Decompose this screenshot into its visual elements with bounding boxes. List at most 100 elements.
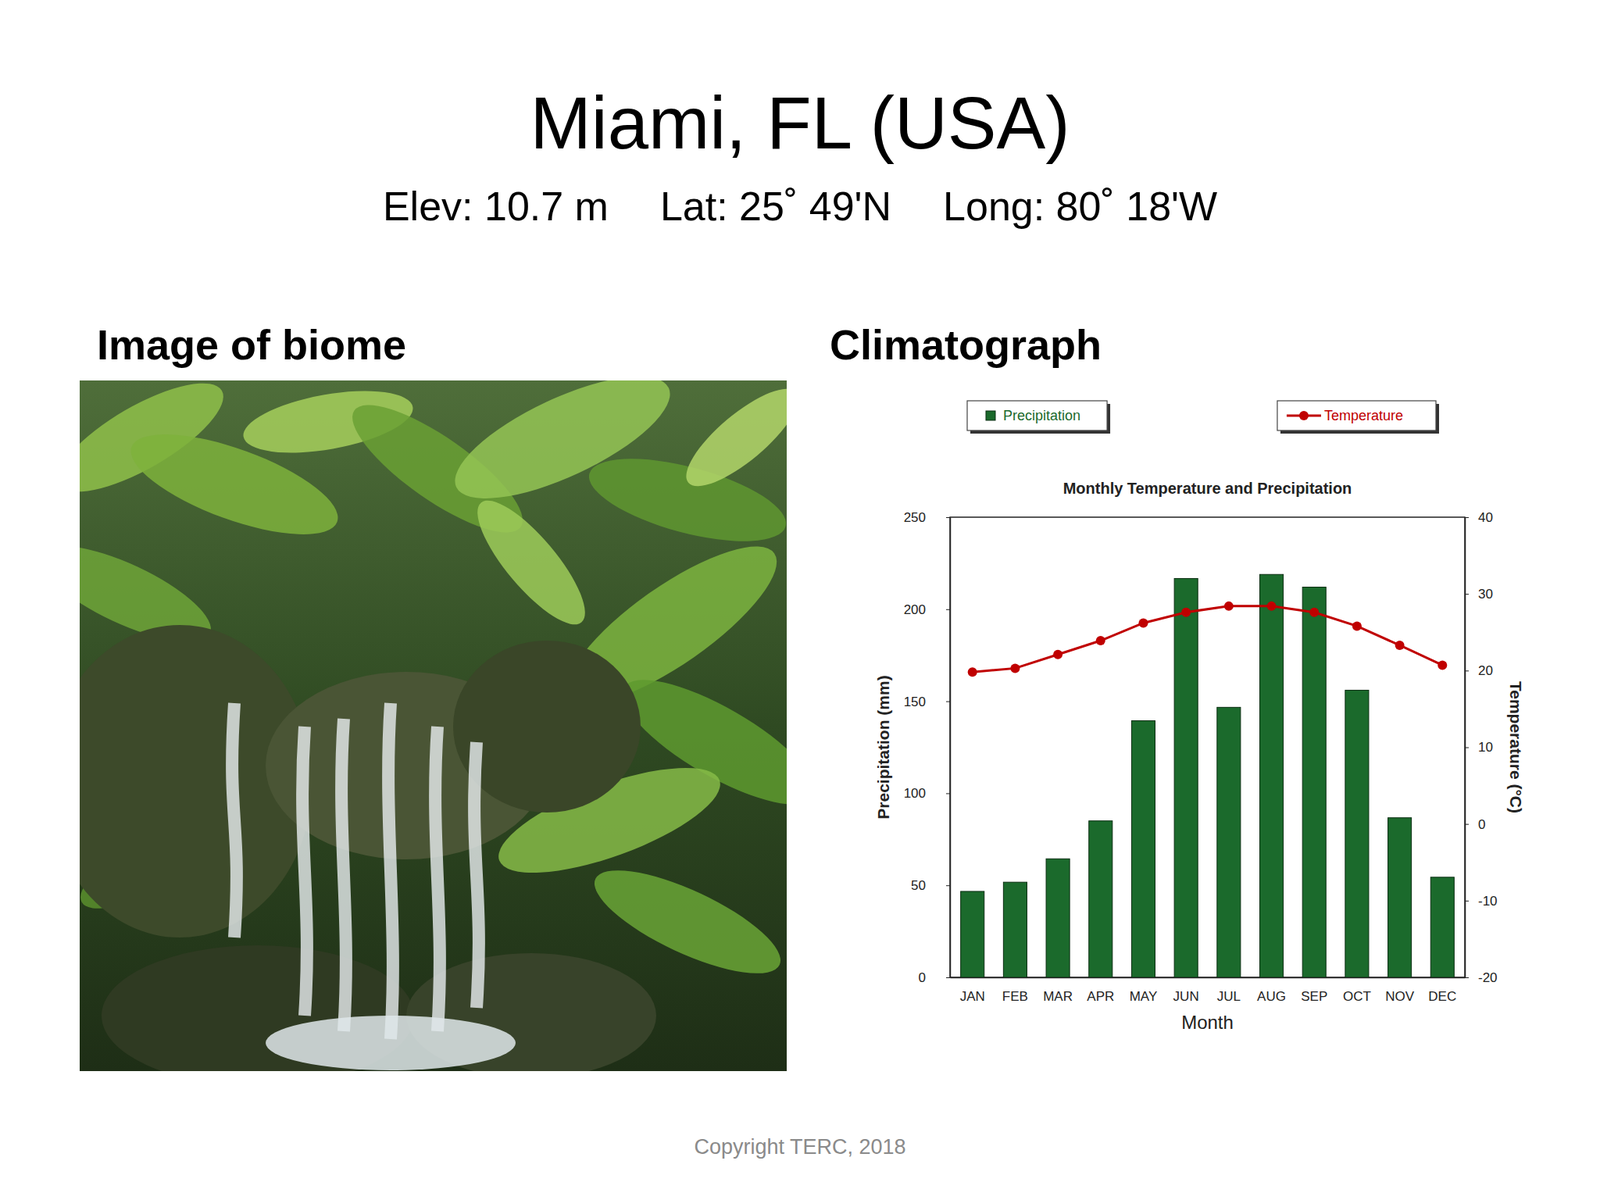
tick: -20 (1464, 970, 1498, 986)
tick: 150 (903, 694, 950, 710)
line-series (967, 601, 1448, 677)
marker (1010, 663, 1020, 673)
tick-label: AUG (1257, 989, 1286, 1004)
tick: JAN (960, 977, 986, 1004)
tick: MAY (1129, 977, 1158, 1004)
tick-label: SEP (1300, 989, 1328, 1004)
tick: MAR (1042, 977, 1073, 1004)
footer: Copyright TERC, 2018 (693, 1135, 906, 1159)
bar (1046, 858, 1070, 978)
legend-label: Precipitation (1003, 407, 1081, 424)
marker (1267, 601, 1277, 611)
tick: 30 (1464, 586, 1493, 602)
bar (1131, 721, 1155, 978)
chart-title: Monthly Temperature and Precipitation (1063, 479, 1353, 497)
tick: JUN (1173, 977, 1200, 1004)
tick-mark (1464, 977, 1469, 979)
tick-label: 40 (1478, 510, 1493, 525)
legend-label: Temperature (1324, 407, 1404, 424)
legend: Precipitation Temperature (967, 400, 1440, 434)
tick: 0 (918, 970, 950, 986)
tick-mark (946, 609, 950, 611)
tick-mark (946, 701, 950, 703)
tick: 100 (903, 785, 950, 801)
tick-mark (1464, 824, 1469, 825)
legend-symbol (985, 410, 996, 421)
subtitle-part: Elev: 10.7 m (382, 183, 609, 229)
tick-label: 0 (1478, 817, 1486, 833)
tick-label: 50 (910, 878, 926, 893)
tick: APR (1086, 977, 1115, 1004)
biome-image (79, 380, 787, 1072)
tick: FEB (1002, 977, 1029, 1004)
tick: DEC (1428, 977, 1457, 1004)
tick: NOV (1385, 977, 1415, 1004)
slide: Miami, FL (USA)Elev: 10.7 mLat: 25˚ 49'N… (0, 0, 1600, 1200)
tick-mark (946, 977, 950, 979)
tick-label: 250 (903, 510, 926, 525)
tick-mark (946, 517, 950, 518)
tick-mark (1464, 670, 1469, 672)
x-axis-title: Month (1181, 1011, 1234, 1033)
marker (1224, 601, 1234, 611)
tick-label: 150 (903, 694, 926, 710)
bar (1259, 574, 1283, 978)
axis-line (950, 517, 952, 979)
bar (1388, 817, 1412, 978)
chart-heading: Climatograph (829, 321, 1102, 368)
tick-label: 20 (1478, 663, 1493, 679)
bar (1345, 689, 1369, 978)
image-heading: Image of biome (96, 321, 407, 368)
bar (1089, 821, 1113, 978)
tick: -10 (1464, 893, 1498, 909)
tick: 40 (1464, 510, 1493, 525)
tick-label: NOV (1385, 989, 1415, 1004)
tick-label: -20 (1478, 970, 1498, 986)
plot-marks (960, 574, 1455, 978)
legend-entry: Precipitation (967, 400, 1111, 434)
chart: 0 50 100 150 200 250 -20 -10 0 10 20 30 40 JAN FEB MAR A… (874, 400, 1525, 1033)
bar (1003, 882, 1027, 978)
bar (1302, 587, 1326, 978)
legend-box (967, 400, 1108, 431)
tick: 0 (1464, 817, 1486, 833)
x-axis: JAN FEB MAR APR MAY JUN JUL AUG SEP OCT NOV DEC (950, 977, 1466, 1004)
legend-entry: Temperature (1277, 400, 1440, 434)
tick-label: JUN (1173, 989, 1200, 1004)
tick: OCT (1342, 977, 1372, 1004)
tick-label: MAR (1042, 989, 1073, 1004)
tick: JUL (1217, 977, 1241, 1004)
tick-mark (1464, 517, 1469, 518)
tick: 200 (903, 602, 950, 618)
marker (1395, 640, 1405, 650)
tick-label: 0 (918, 970, 926, 986)
y-axis: 0 50 100 150 200 250 (903, 510, 951, 986)
tick: 10 (1464, 739, 1493, 755)
tick: 50 (910, 878, 950, 893)
tick: 20 (1464, 663, 1493, 679)
marker (1053, 650, 1063, 660)
bar (1430, 877, 1454, 978)
bar (1174, 578, 1198, 978)
tick-label: OCT (1342, 989, 1372, 1004)
marker (1096, 635, 1106, 646)
y-axis-title: Precipitation (mm) (874, 675, 893, 819)
tick-label: 200 (903, 602, 926, 618)
tick-mark (1464, 900, 1469, 902)
y2-axis: -20 -10 0 10 20 30 40 (1464, 510, 1498, 986)
tick-label: 30 (1478, 586, 1493, 602)
tick-mark (1464, 747, 1469, 749)
marker (1138, 617, 1148, 628)
bar-series (960, 574, 1455, 978)
subtitle-part: Long: 80˚ 18'W (942, 183, 1218, 229)
marker (1309, 607, 1319, 618)
legend-symbol (1299, 410, 1309, 421)
tick-label: APR (1086, 989, 1115, 1004)
y2-axis-title: Temperature (°C) (1507, 681, 1525, 814)
tick-mark (946, 885, 950, 886)
marker (1437, 660, 1447, 670)
tick: SEP (1300, 977, 1328, 1004)
marker (1352, 621, 1362, 631)
tick-label: JAN (960, 989, 986, 1004)
legend-box (1277, 400, 1436, 431)
